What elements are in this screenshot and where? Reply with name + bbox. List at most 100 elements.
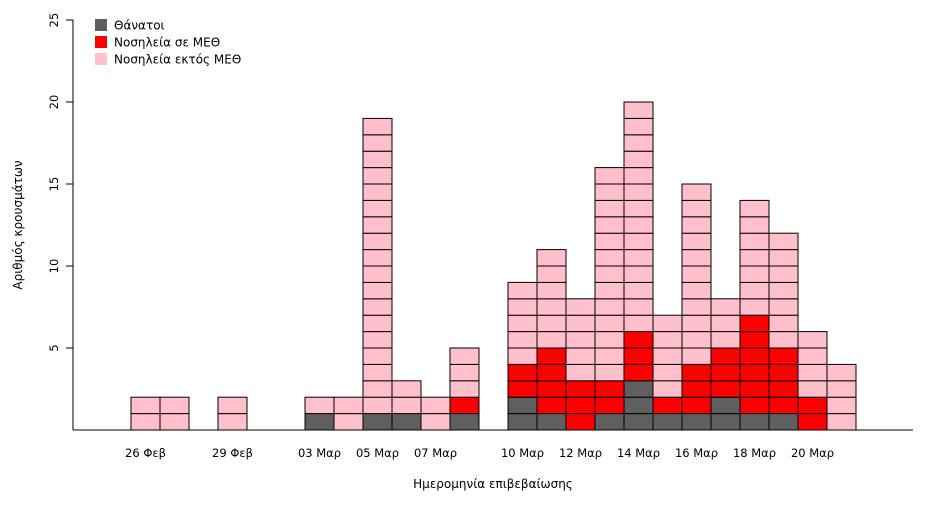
bar-block (536, 347, 567, 365)
bar-block (565, 298, 596, 316)
bar-block (565, 314, 596, 333)
bar-block (362, 134, 393, 152)
bar-block (681, 249, 712, 267)
bar-block (594, 232, 625, 251)
bar-block (362, 265, 393, 283)
bar-block (420, 413, 451, 431)
bar-block (304, 413, 335, 431)
bar-block (739, 281, 770, 300)
bar-block (710, 363, 741, 382)
bar-block (536, 396, 567, 415)
bar-block (449, 413, 480, 431)
y-axis-title: Αριθμός κρουσμάτων (11, 160, 25, 289)
bar-block (333, 413, 364, 431)
bar-block (362, 363, 393, 382)
x-tick-label: 10 Μαρ (501, 446, 544, 460)
x-tick-label: 16 Μαρ (675, 446, 718, 460)
y-tick-label: 10 (47, 259, 61, 274)
bar-block (623, 150, 654, 169)
bar-block (159, 413, 190, 431)
bar-block (681, 183, 712, 201)
bar-block (681, 363, 712, 382)
x-tick-label: 07 Μαρ (414, 446, 457, 460)
bar-block (768, 281, 799, 300)
bar-block (797, 396, 828, 415)
bar-block (768, 396, 799, 415)
bar-block (594, 183, 625, 201)
bar-block (768, 331, 799, 349)
bar-block (507, 413, 538, 431)
bar-block (362, 167, 393, 185)
bar-block (304, 396, 335, 415)
bar-block (536, 331, 567, 349)
bar-block (362, 216, 393, 234)
x-tick-label: 14 Μαρ (617, 446, 660, 460)
bar-block (739, 249, 770, 267)
bar-block (739, 396, 770, 415)
y-tick-label: 20 (47, 95, 61, 110)
bar-block (565, 380, 596, 398)
bar-block (420, 396, 451, 415)
bar-block (652, 347, 683, 365)
bar-block (768, 249, 799, 267)
bar-block (739, 380, 770, 398)
bar-block (768, 347, 799, 365)
bar-block (710, 347, 741, 365)
bar-block (536, 281, 567, 300)
bar-block (507, 314, 538, 333)
bar-block (594, 396, 625, 415)
bar-block (623, 298, 654, 316)
legend-swatch (95, 19, 107, 31)
y-ticks-group: 5 10 15 20 25 (47, 13, 73, 352)
bar-block (623, 232, 654, 251)
bar-block (391, 413, 422, 431)
bar-block (623, 249, 654, 267)
bar-block (159, 396, 190, 415)
bar-block (681, 298, 712, 316)
bar-block (710, 314, 741, 333)
bar-block (681, 380, 712, 398)
bar-block (768, 265, 799, 283)
bar-block (594, 199, 625, 218)
bar-block (362, 347, 393, 365)
bar-block (536, 265, 567, 283)
bar-block (391, 380, 422, 398)
bar-block (507, 281, 538, 300)
bar-block (565, 363, 596, 382)
bar-block (507, 363, 538, 382)
x-tick-label: 29 Φεβ (212, 446, 253, 460)
legend-swatch (95, 53, 107, 65)
bar-block (362, 150, 393, 169)
bar-block (768, 413, 799, 431)
bar-block (739, 347, 770, 365)
bar-block (623, 216, 654, 234)
bar-block (652, 380, 683, 398)
bar-block (681, 396, 712, 415)
bar-block (623, 363, 654, 382)
bar-block (449, 363, 480, 382)
bar-block (768, 363, 799, 382)
bar-block (739, 331, 770, 349)
bar-block (594, 216, 625, 234)
bar-block (536, 298, 567, 316)
legend-label: Νοσηλεία εκτός ΜΕΘ (114, 53, 241, 67)
bar-block (768, 314, 799, 333)
legend-label: Νοσηλεία σε ΜΕΘ (114, 36, 220, 50)
bar-block (594, 265, 625, 283)
bar-block (565, 413, 596, 431)
bar-block (594, 314, 625, 333)
bar-block (507, 396, 538, 415)
bar-block (362, 232, 393, 251)
bar-block (536, 363, 567, 382)
bar-block (507, 298, 538, 316)
bar-block (652, 413, 683, 431)
x-tick-label: 05 Μαρ (356, 446, 399, 460)
x-tick-label: 12 Μαρ (559, 446, 602, 460)
bar-block (594, 331, 625, 349)
bar-block (362, 183, 393, 201)
bar-block (362, 249, 393, 267)
bar-block (681, 347, 712, 365)
bar-block (768, 232, 799, 251)
bar-block (797, 347, 828, 365)
